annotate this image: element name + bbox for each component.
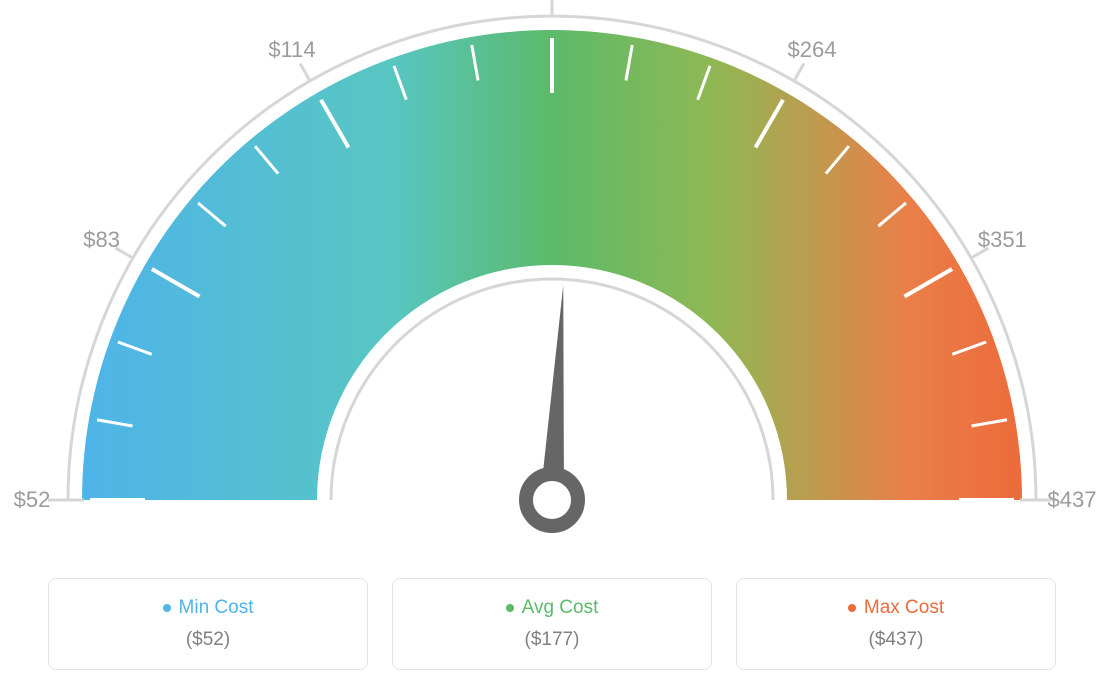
gauge-tick-label: $437 bbox=[1048, 487, 1097, 513]
gauge-tick-label: $52 bbox=[14, 487, 51, 513]
cost-gauge: $52$83$114$177$264$351$437 bbox=[0, 0, 1104, 560]
gauge-tick-label: $114 bbox=[268, 37, 315, 63]
legend-title-min: Min Cost bbox=[163, 597, 254, 619]
legend-dot-max bbox=[848, 604, 856, 612]
gauge-svg bbox=[0, 0, 1104, 560]
legend-label-avg: Avg Cost bbox=[522, 597, 599, 619]
legend-card-min: Min Cost ($52) bbox=[48, 578, 368, 670]
legend-label-min: Min Cost bbox=[179, 597, 254, 619]
gauge-tick-label: $351 bbox=[978, 227, 1027, 253]
legend-value-avg: ($177) bbox=[405, 629, 699, 651]
legend-value-min: ($52) bbox=[61, 629, 355, 651]
gauge-tick-label: $83 bbox=[83, 227, 120, 253]
legend-card-max: Max Cost ($437) bbox=[736, 578, 1056, 670]
legend-title-max: Max Cost bbox=[848, 597, 944, 619]
legend-label-max: Max Cost bbox=[864, 597, 944, 619]
legend-card-avg: Avg Cost ($177) bbox=[392, 578, 712, 670]
legend-value-max: ($437) bbox=[749, 629, 1043, 651]
legend-title-avg: Avg Cost bbox=[506, 597, 599, 619]
legend-row: Min Cost ($52) Avg Cost ($177) Max Cost … bbox=[0, 578, 1104, 670]
legend-dot-avg bbox=[506, 604, 514, 612]
gauge-tick-label: $264 bbox=[788, 37, 837, 63]
legend-dot-min bbox=[163, 604, 171, 612]
